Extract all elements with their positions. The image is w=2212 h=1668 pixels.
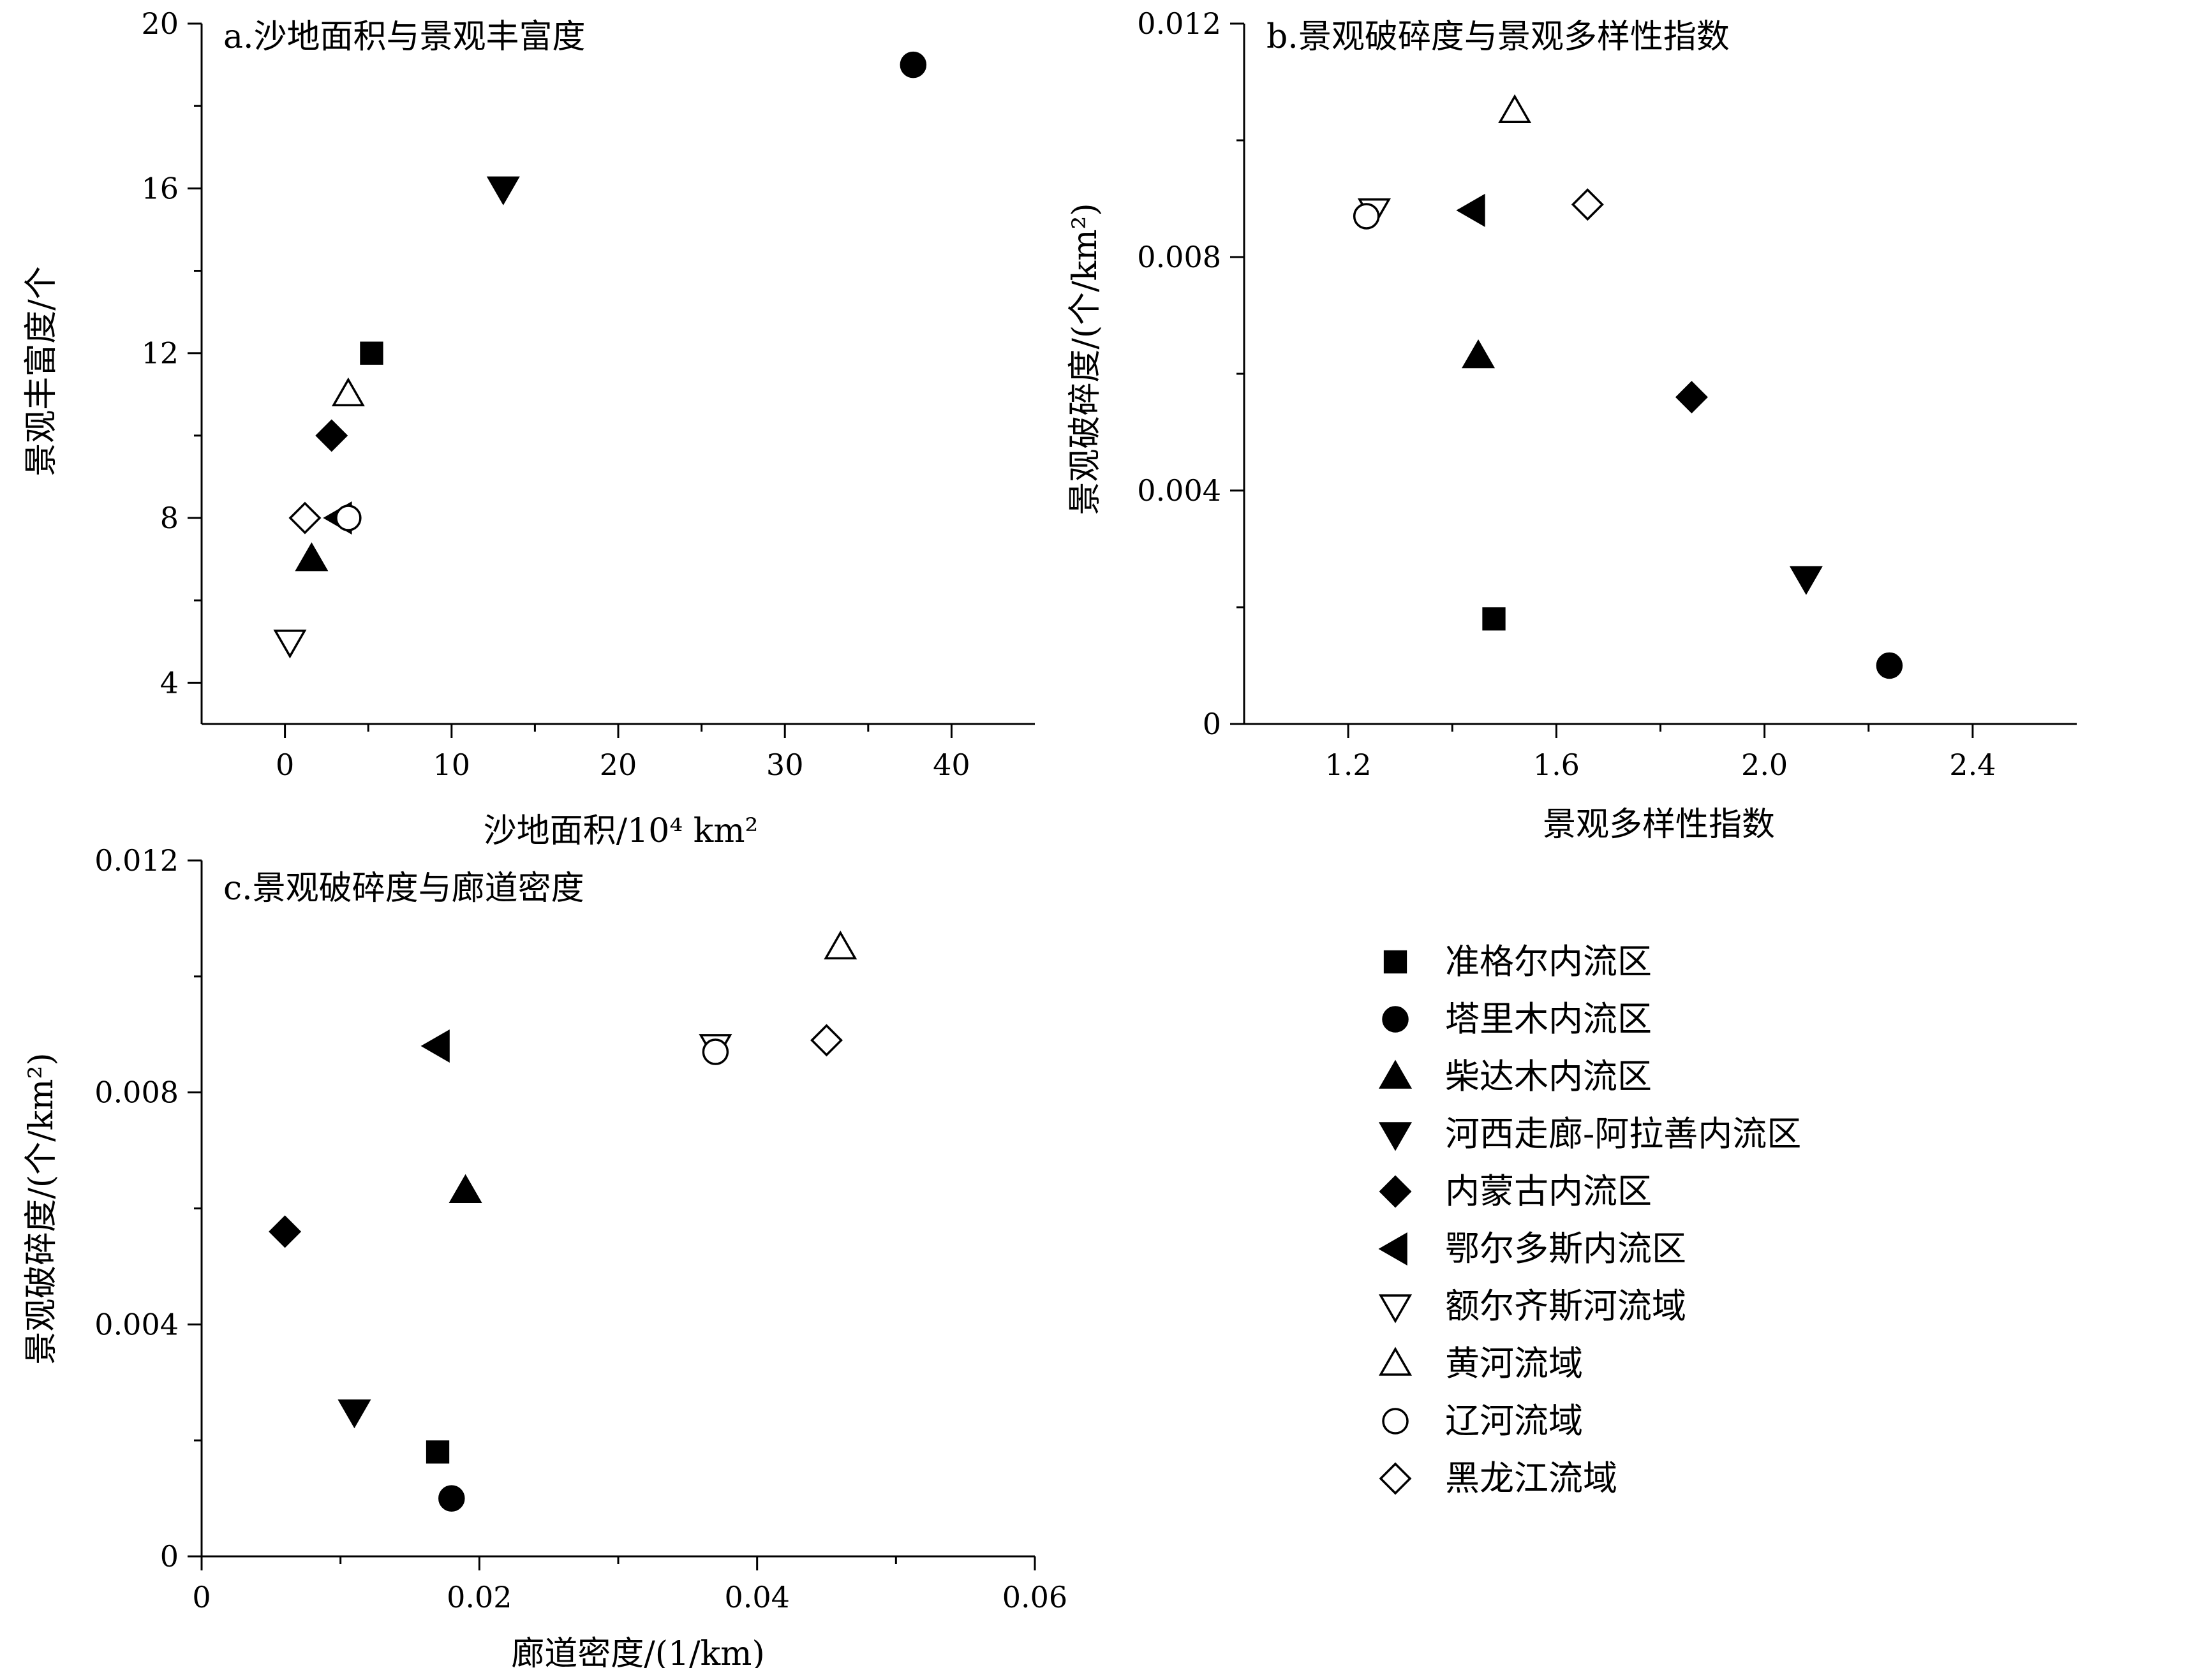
x-tick-label: 0.04 bbox=[724, 1580, 789, 1614]
legend-entry-label: 内蒙古内流区 bbox=[1445, 1171, 1652, 1211]
legend-marker bbox=[1383, 950, 1407, 974]
legend-marker bbox=[1378, 1232, 1407, 1266]
y-tick-label: 16 bbox=[141, 171, 179, 205]
data-point bbox=[1571, 188, 1604, 221]
legend-entry-label: 河西走廊-阿拉善内流区 bbox=[1445, 1114, 1801, 1154]
panel-c: c.景观破碎度与廊道密度 廊道密度/(1/km) 景观破碎度/(个/km²) 0… bbox=[22, 843, 1067, 1668]
x-tick-label: 20 bbox=[600, 748, 637, 782]
legend-entry-label: 黑龙江流域 bbox=[1445, 1458, 1617, 1498]
data-point bbox=[331, 377, 365, 407]
legend-entry-label: 黄河流域 bbox=[1445, 1343, 1583, 1384]
panel-b-xlabel: 景观多样性指数 bbox=[1543, 806, 1775, 844]
data-point bbox=[1789, 566, 1823, 595]
x-tick-label: 0 bbox=[192, 1580, 211, 1614]
y-tick-label: 0.004 bbox=[1137, 473, 1221, 508]
data-point bbox=[315, 419, 348, 452]
x-tick-label: 1.2 bbox=[1325, 748, 1372, 782]
data-point bbox=[1353, 203, 1380, 230]
data-point bbox=[295, 542, 329, 572]
panel-a-title: a.沙地面积与景观丰富度 bbox=[223, 18, 586, 56]
panel-c-xlabel: 廊道密度/(1/km) bbox=[511, 1635, 765, 1668]
panel-c-title: c.景观破碎度与廊道密度 bbox=[223, 869, 584, 908]
data-point bbox=[702, 1038, 729, 1065]
data-point bbox=[824, 930, 857, 960]
legend-marker bbox=[1378, 1294, 1413, 1324]
legend-marker bbox=[1378, 1059, 1413, 1089]
data-point bbox=[810, 1024, 843, 1057]
data-point bbox=[1456, 193, 1485, 227]
y-tick-label: 0.012 bbox=[94, 843, 179, 878]
data-point bbox=[360, 341, 383, 365]
data-point bbox=[426, 1440, 450, 1464]
panel-a: a.沙地面积与景观丰富度 沙地面积/10⁴ km² 景观丰富度/个 0 10 20 3… bbox=[22, 6, 1035, 850]
x-tick-label: 0.02 bbox=[447, 1580, 512, 1614]
y-tick-label: 0.008 bbox=[1137, 240, 1221, 274]
x-tick-label: 1.6 bbox=[1533, 748, 1580, 782]
x-tick-label: 0.06 bbox=[1002, 1580, 1067, 1614]
panel-b-title: b.景观破碎度与景观多样性指数 bbox=[1266, 18, 1730, 56]
y-tick-label: 0 bbox=[1203, 707, 1221, 741]
data-point bbox=[338, 1399, 371, 1429]
y-tick-label: 0 bbox=[160, 1539, 179, 1574]
legend-marker bbox=[1382, 1408, 1409, 1435]
legend-marker bbox=[1379, 1462, 1412, 1495]
data-point bbox=[1675, 381, 1708, 414]
y-tick-label: 8 bbox=[160, 501, 179, 535]
panel-a-ylabel: 景观丰富度/个 bbox=[22, 266, 61, 476]
legend-marker bbox=[1378, 1347, 1413, 1376]
legend-entry-label: 准格尔内流区 bbox=[1445, 941, 1652, 982]
legend-entry-label: 辽河流域 bbox=[1445, 1401, 1583, 1441]
x-tick-label: 0 bbox=[276, 748, 294, 782]
panel-b-ylabel: 景观破碎度/(个/km²) bbox=[1066, 203, 1104, 515]
x-tick-label: 30 bbox=[766, 748, 804, 782]
panel-b: b.景观破碎度与景观多样性指数 景观多样性指数 景观破碎度/(个/km²) 1.… bbox=[1066, 6, 2077, 844]
legend-entry-label: 额尔齐斯河流域 bbox=[1445, 1286, 1686, 1326]
legend-entry-label: 鄂尔多斯内流区 bbox=[1445, 1229, 1686, 1269]
data-point bbox=[449, 1174, 482, 1203]
legend: 准格尔内流区塔里木内流区柴达木内流区河西走廊-阿拉善内流区内蒙古内流区鄂尔多斯内… bbox=[1378, 941, 1801, 1498]
data-point bbox=[1498, 94, 1532, 123]
data-point bbox=[1876, 652, 1903, 679]
data-point bbox=[486, 176, 520, 205]
legend-marker bbox=[1378, 1122, 1413, 1151]
legend-entry-label: 柴达木内流区 bbox=[1445, 1056, 1652, 1096]
x-tick-label: 2.4 bbox=[1949, 748, 1996, 782]
legend-entry-label: 塔里木内流区 bbox=[1445, 999, 1652, 1039]
data-point bbox=[335, 505, 362, 531]
y-tick-label: 0.012 bbox=[1137, 6, 1221, 41]
data-point bbox=[1482, 607, 1506, 631]
data-point bbox=[420, 1029, 450, 1063]
y-tick-label: 20 bbox=[141, 6, 179, 41]
y-tick-label: 4 bbox=[160, 665, 179, 700]
data-point bbox=[269, 1215, 302, 1248]
y-tick-label: 12 bbox=[141, 336, 179, 371]
x-tick-label: 40 bbox=[933, 748, 970, 782]
legend-marker bbox=[1379, 1175, 1412, 1208]
data-point bbox=[273, 630, 307, 659]
y-tick-label: 0.004 bbox=[94, 1307, 179, 1341]
legend-marker bbox=[1382, 1006, 1409, 1033]
panel-c-ylabel: 景观破碎度/(个/km²) bbox=[22, 1052, 61, 1364]
x-tick-label: 10 bbox=[433, 748, 471, 782]
data-point bbox=[438, 1485, 465, 1512]
x-tick-label: 2.0 bbox=[1741, 748, 1788, 782]
y-tick-label: 0.008 bbox=[94, 1075, 179, 1110]
panel-a-xlabel: 沙地面积/10⁴ km² bbox=[484, 812, 759, 850]
data-point bbox=[1462, 339, 1496, 369]
data-point bbox=[288, 501, 322, 535]
data-point bbox=[900, 51, 927, 78]
